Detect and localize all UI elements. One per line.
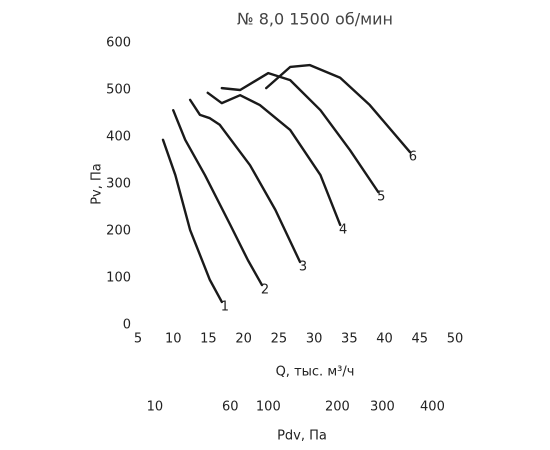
y-tick-label: 600: [106, 36, 131, 51]
y-tick-label: 300: [106, 177, 131, 192]
y-axis-label: Pv, Па: [90, 163, 105, 205]
curve-label: 3: [299, 260, 307, 275]
x-tick-label: 30: [306, 332, 323, 347]
y-tick-label: 200: [106, 224, 131, 239]
x2-tick-label: 10: [147, 400, 164, 415]
curve-label: 5: [377, 189, 385, 204]
y-tick-label: 100: [106, 271, 131, 286]
curve: [161, 138, 224, 304]
x-tick-label: 50: [447, 332, 464, 347]
curve-label: 4: [339, 222, 347, 237]
curve: [188, 98, 302, 264]
x2-tick-label: 400: [420, 400, 445, 415]
curve: [172, 109, 264, 287]
chart-title: № 8,0 1500 об/мин: [237, 10, 393, 29]
curve-label: 6: [409, 150, 417, 165]
x-tick-label: 25: [271, 332, 288, 347]
x-tick-label: 20: [235, 332, 252, 347]
x2-tick-label: 300: [370, 400, 395, 415]
x-tick-label: 45: [412, 332, 429, 347]
x2-tick-label: 200: [325, 400, 350, 415]
curve-label: 2: [261, 283, 269, 298]
x-axis-label: Q, тыс. м³/ч: [276, 365, 355, 380]
curve-label: 1: [221, 299, 229, 314]
x-tick-label: 40: [376, 332, 393, 347]
x2-axis-label: Pdv, Па: [277, 429, 327, 444]
curve: [206, 91, 342, 227]
y-tick-label: 400: [106, 130, 131, 145]
curve: [220, 71, 380, 194]
x2-tick-label: 60: [222, 400, 239, 415]
curve: [265, 63, 412, 154]
x-tick-label: 35: [341, 332, 358, 347]
x2-tick-label: 100: [256, 400, 281, 415]
y-tick-label: 500: [106, 83, 131, 98]
x-tick-label: 15: [200, 332, 217, 347]
y-tick-label: 0: [123, 318, 131, 333]
x-tick-label: 10: [165, 332, 182, 347]
x-tick-label: 5: [134, 332, 142, 347]
